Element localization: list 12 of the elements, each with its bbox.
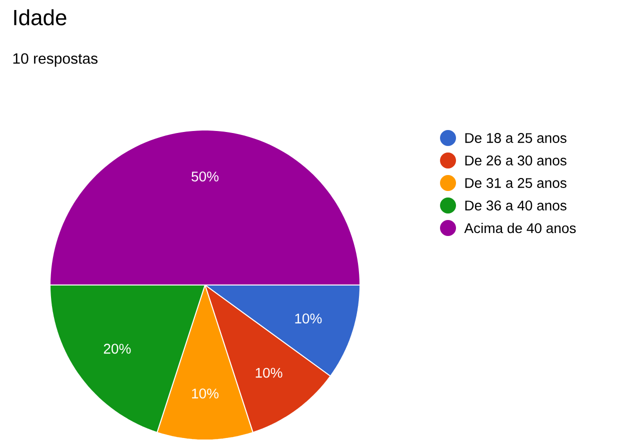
legend-label: De 36 a 40 anos xyxy=(465,200,566,210)
data-label: 10% xyxy=(295,314,322,324)
chart-subtitle: 10 respostas xyxy=(13,53,98,67)
data-label: 10% xyxy=(256,368,282,378)
data-label: 20% xyxy=(104,344,131,354)
legend-label: Acima de 40 anos xyxy=(464,222,576,234)
legend-label: De 26 a 30 anos xyxy=(465,156,566,166)
legend-label: De 31 a 25 anos xyxy=(465,178,566,188)
data-label: 50% xyxy=(192,172,219,182)
data-label: 10% xyxy=(192,388,219,398)
legend-label: De 18 a 25 anos xyxy=(465,133,566,143)
chart-title: Idade xyxy=(14,9,66,26)
